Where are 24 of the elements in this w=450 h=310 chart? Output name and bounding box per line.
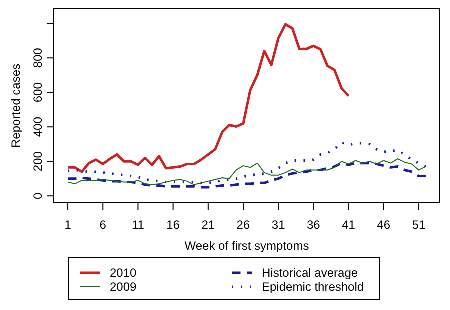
x-tick-label: 21 <box>202 218 216 232</box>
x-tick-label: 51 <box>412 218 426 232</box>
x-tick-label: 26 <box>236 218 250 232</box>
x-tick-label: 16 <box>166 218 180 232</box>
x-tick-label: 41 <box>342 218 356 232</box>
legend-label: 2010 <box>110 266 138 280</box>
y-tick-label: 400 <box>31 116 45 138</box>
y-tick-label: 0 <box>31 192 45 200</box>
x-axis-title: Week of first symptoms <box>184 239 310 253</box>
y-axis-title: Reported cases <box>9 64 23 148</box>
x-tick-label: 36 <box>306 218 321 232</box>
line-series <box>66 141 428 184</box>
y-tick-label: 800 <box>31 48 45 68</box>
y-tick-label: 600 <box>31 82 45 103</box>
legend-label: Historical average <box>262 266 358 280</box>
y-tick-label: 200 <box>31 151 45 172</box>
line-series <box>66 23 350 174</box>
x-tick-label: 11 <box>132 218 145 232</box>
legend-label: 2009 <box>110 280 138 294</box>
x-tick-label: 6 <box>100 218 107 232</box>
x-tick-label: 1 <box>64 218 72 232</box>
x-tick-label: 46 <box>377 218 391 232</box>
legend-label: Epidemic threshold <box>262 280 364 294</box>
x-tick-label: 31 <box>272 218 286 232</box>
